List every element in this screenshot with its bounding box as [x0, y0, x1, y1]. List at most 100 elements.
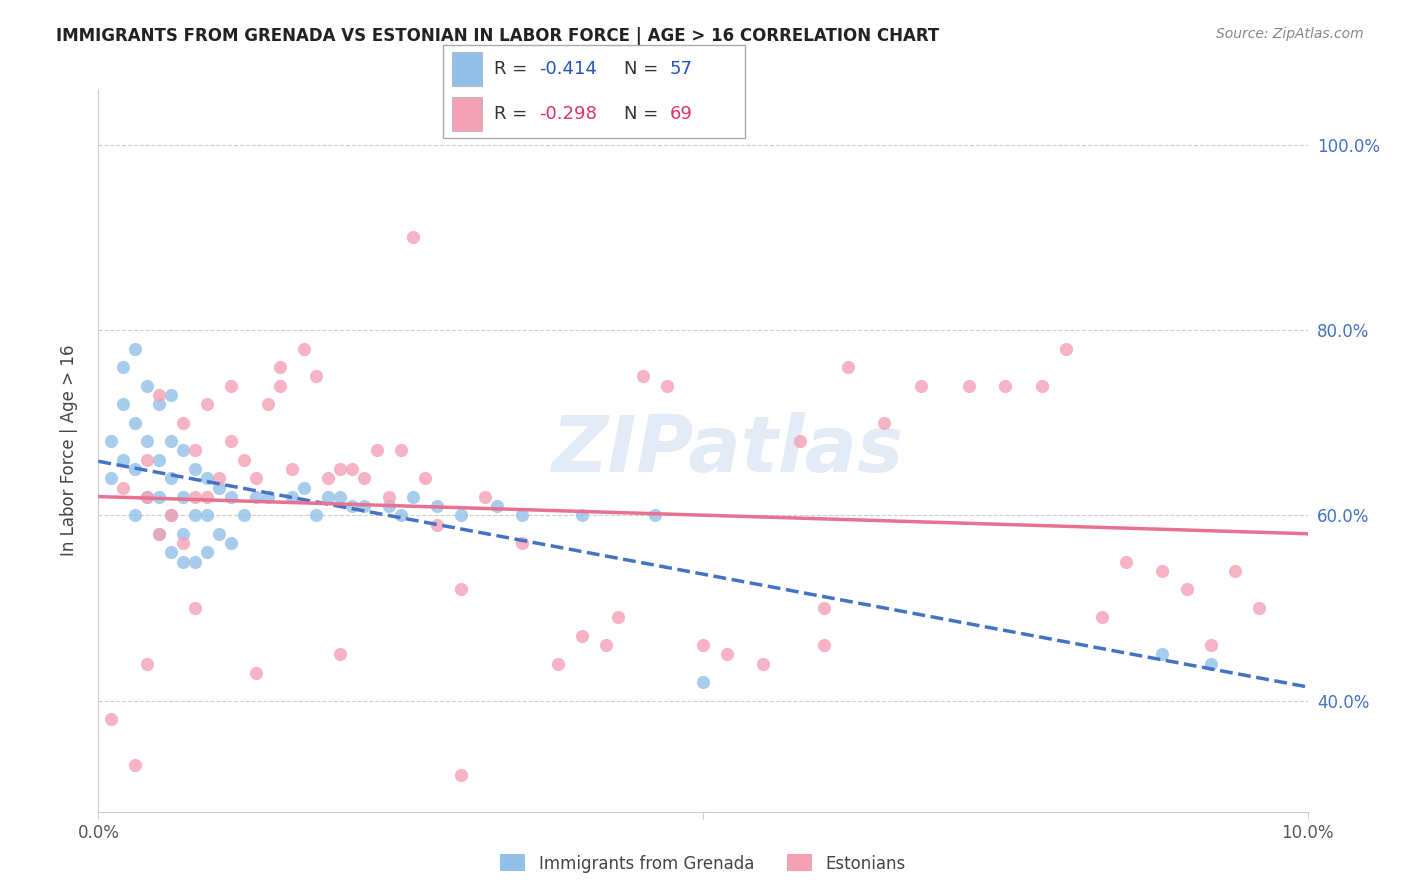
Point [111, 397, 134, 411]
Point [1115, 555, 1137, 569]
Point [195, 545, 218, 559]
Point [329, 462, 352, 476]
Point [195, 471, 218, 485]
Point [148, 526, 170, 541]
Text: R =: R = [495, 105, 533, 123]
Point [789, 434, 811, 449]
Point [389, 443, 412, 458]
Text: 57: 57 [669, 60, 693, 78]
Point [269, 378, 291, 392]
Text: N =: N = [624, 105, 664, 123]
Point [353, 471, 375, 485]
Point [1031, 378, 1053, 392]
FancyBboxPatch shape [451, 97, 482, 131]
Y-axis label: In Labor Force | Age > 16: In Labor Force | Age > 16 [59, 344, 77, 557]
Point [281, 490, 304, 504]
Point [692, 675, 714, 690]
Point [221, 434, 243, 449]
Point [195, 490, 218, 504]
Point [124, 508, 146, 523]
Point [644, 508, 666, 523]
Point [221, 378, 243, 392]
Point [135, 452, 157, 467]
Point [172, 490, 194, 504]
Point [813, 638, 835, 652]
Point [1199, 657, 1222, 671]
Point [316, 471, 339, 485]
Text: IMMIGRANTS FROM GRENADA VS ESTONIAN IN LABOR FORCE | AGE > 16 CORRELATION CHART: IMMIGRANTS FROM GRENADA VS ESTONIAN IN L… [56, 27, 939, 45]
Point [100, 434, 122, 449]
Point [245, 665, 267, 680]
Point [195, 397, 218, 411]
Point [245, 490, 267, 504]
Point [148, 388, 170, 402]
Point [232, 508, 254, 523]
Point [631, 369, 654, 384]
Point [353, 499, 375, 513]
Point [184, 490, 207, 504]
Point [1091, 610, 1114, 624]
Point [256, 490, 278, 504]
Point [269, 360, 291, 375]
Point [160, 388, 183, 402]
Point [184, 508, 207, 523]
Point [957, 378, 980, 392]
Point [148, 526, 170, 541]
Text: ZIPatlas: ZIPatlas [551, 412, 903, 489]
Point [413, 471, 436, 485]
Point [292, 481, 315, 495]
Point [813, 601, 835, 615]
Point [342, 499, 364, 513]
Point [547, 657, 569, 671]
Point [292, 342, 315, 356]
Point [172, 555, 194, 569]
Point [135, 434, 157, 449]
Point [135, 490, 157, 504]
Point [160, 508, 183, 523]
Point [1223, 564, 1246, 578]
Point [172, 536, 194, 550]
Point [208, 471, 231, 485]
Point [873, 416, 896, 430]
Point [377, 499, 399, 513]
Point [377, 490, 399, 504]
Point [510, 508, 533, 523]
Point [281, 462, 304, 476]
Point [752, 657, 775, 671]
Point [389, 508, 412, 523]
Point [450, 508, 472, 523]
Point [329, 647, 352, 661]
Point [426, 517, 449, 532]
Point [232, 452, 254, 467]
Point [111, 481, 134, 495]
Point [1199, 638, 1222, 652]
Point [1152, 647, 1174, 661]
Point [124, 416, 146, 430]
Text: R =: R = [495, 60, 533, 78]
Point [124, 758, 146, 772]
FancyBboxPatch shape [443, 45, 745, 138]
Point [342, 462, 364, 476]
Point [148, 397, 170, 411]
Point [184, 555, 207, 569]
Point [1249, 601, 1271, 615]
Point [571, 508, 593, 523]
Point [655, 378, 678, 392]
Point [184, 601, 207, 615]
Point [316, 490, 339, 504]
Point [366, 443, 388, 458]
Point [1054, 342, 1077, 356]
Point [571, 629, 593, 643]
Point [607, 610, 630, 624]
Point [221, 536, 243, 550]
Point [160, 434, 183, 449]
Point [135, 378, 157, 392]
Point [172, 526, 194, 541]
Point [124, 342, 146, 356]
Point [111, 360, 134, 375]
Point [837, 360, 859, 375]
Point [148, 490, 170, 504]
Point [256, 397, 278, 411]
Point [402, 490, 425, 504]
FancyBboxPatch shape [451, 52, 482, 86]
